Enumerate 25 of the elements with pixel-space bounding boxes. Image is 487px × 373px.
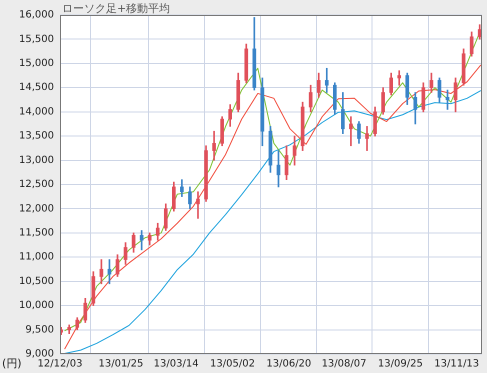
y-tick-label: 14,000: [19, 106, 54, 118]
y-tick-label: 13,500: [19, 130, 54, 142]
y-tick-label: 15,000: [19, 58, 54, 70]
x-tick-label: 13/03/14: [154, 358, 199, 370]
x-tick-label: 12/12/03: [38, 358, 82, 370]
y-tick-label: 15,500: [19, 34, 54, 45]
x-tick-label: 13/01/25: [98, 358, 144, 370]
x-tick-label: 13/06/20: [266, 358, 312, 370]
x-tick-label: 13/05/02: [210, 358, 255, 370]
y-tick-label: 16,000: [19, 10, 54, 21]
chart-title: ローソク足+移動平均: [62, 1, 170, 16]
y-tick-label: 12,500: [19, 179, 54, 190]
x-tick-label: 13/08/07: [322, 358, 366, 370]
y-tick-label: 11,500: [19, 228, 54, 239]
y-axis-title: (円): [2, 356, 22, 371]
y-tick-label: 9,000: [25, 348, 54, 360]
y-tick-label: 10,500: [19, 276, 54, 287]
y-tick-label: 11,000: [19, 252, 54, 263]
y-tick-label: 12,000: [19, 203, 54, 214]
x-tick-label: 13/09/25: [378, 358, 423, 370]
x-tick-label: 13/11/13: [434, 358, 480, 370]
y-tick-label: 13,000: [19, 154, 54, 166]
y-tick-label: 14,500: [19, 82, 54, 94]
y-tick-label: 9,500: [25, 324, 54, 336]
y-tick-label: 10,000: [19, 300, 54, 312]
